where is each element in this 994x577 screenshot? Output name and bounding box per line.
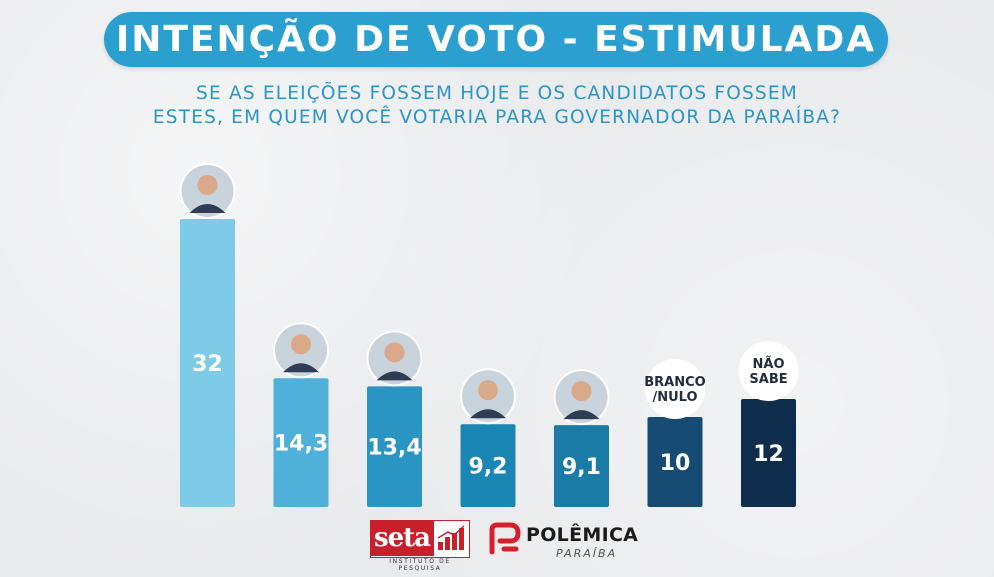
bar-6 <box>647 417 703 507</box>
title-banner: INTENÇÃO DE VOTO - ESTIMULADA <box>104 12 888 67</box>
bar-value-label-1: 32 <box>192 352 223 377</box>
growth-chart-icon <box>437 525 465 550</box>
bar-value-label-2: 14,3 <box>274 432 328 457</box>
seta-logo-subtitle: INSTITUTO DE PESQUISA <box>389 558 451 572</box>
polemica-mark-icon <box>489 522 521 555</box>
candidate-suit-4 <box>470 409 506 419</box>
bar-value-label-5: 9,1 <box>562 455 601 480</box>
candidate-suit-3 <box>376 371 413 381</box>
candidate-suit-5 <box>563 410 600 420</box>
candidate-face-5 <box>571 381 592 402</box>
bar-value-label-4: 9,2 <box>469 455 508 480</box>
bar-7 <box>741 399 796 507</box>
polemica-logo-subtitle: PARAÍBA <box>556 547 618 560</box>
polemica-logo: POLÊMICA PARAÍBA <box>488 522 638 562</box>
category-label-6-2: /NULO <box>652 390 697 405</box>
survey-question: SE AS ELEIÇÕES FOSSEM HOJE E OS CANDIDAT… <box>100 82 894 130</box>
page-title: INTENÇÃO DE VOTO - ESTIMULADA <box>115 19 877 60</box>
seta-logo: seta INSTITUTO DE PESQUISA <box>370 520 470 572</box>
category-badge-6 <box>645 359 705 419</box>
question-line-2: ESTES, EM QUEM VOCÊ VOTARIA PARA GOVERNA… <box>152 107 842 128</box>
bar-5 <box>554 425 609 507</box>
bar-value-label-3: 13,4 <box>367 436 421 461</box>
candidate-face-4 <box>478 380 498 401</box>
candidate-face-3 <box>384 342 405 363</box>
candidate-face-2 <box>291 334 311 355</box>
bar-2 <box>273 378 329 507</box>
category-badge-7 <box>738 341 799 401</box>
candidate-face-1 <box>197 175 218 195</box>
seta-logo-word: seta <box>370 520 434 556</box>
bar-4 <box>460 424 516 507</box>
category-label-7-2: SABE <box>749 372 787 387</box>
candidate-suit-2 <box>283 363 319 373</box>
question-line-1: SE AS ELEIÇÕES FOSSEM HOJE E OS CANDIDAT… <box>196 83 798 104</box>
bar-value-label-6: 10 <box>660 451 691 476</box>
bar-value-label-7: 12 <box>753 442 784 467</box>
polemica-logo-name: POLÊMICA <box>526 524 639 546</box>
bar-3 <box>367 386 422 507</box>
candidate-suit-1 <box>189 204 226 213</box>
category-label-7-1: NÃO <box>753 356 785 372</box>
bar-1 <box>180 219 235 507</box>
category-label-6-1: BRANCO <box>644 375 705 390</box>
